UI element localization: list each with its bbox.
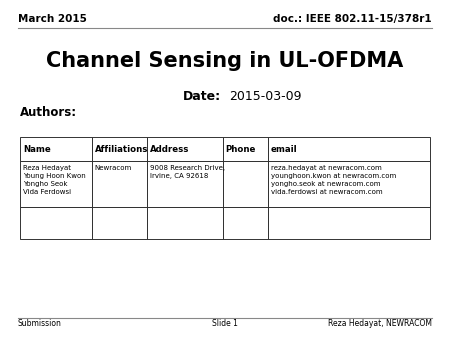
Bar (268, 161, 430, 207)
Bar (20, 137, 92, 161)
Text: reza.hedayat at newracom.com
younghoon.kwon at newracom.com
yongho.seok at newra: reza.hedayat at newracom.com younghoon.k… (271, 165, 396, 195)
Text: 9008 Research Drive,
Irvine, CA 92618: 9008 Research Drive, Irvine, CA 92618 (150, 165, 225, 179)
Bar (20, 207, 92, 239)
Text: Channel Sensing in UL-OFDMA: Channel Sensing in UL-OFDMA (46, 51, 404, 71)
Bar (92, 207, 147, 239)
Bar (92, 137, 147, 161)
Bar (268, 137, 430, 161)
Bar (92, 161, 147, 207)
Text: Authors:: Authors: (20, 106, 77, 119)
Text: Phone: Phone (225, 145, 256, 153)
Text: Reza Hedayat, NEWRACOM: Reza Hedayat, NEWRACOM (328, 319, 432, 328)
Bar (223, 161, 268, 207)
Bar (223, 207, 268, 239)
Bar (147, 207, 223, 239)
Text: Newracom: Newracom (94, 165, 132, 171)
Text: Date:: Date: (182, 90, 220, 103)
Text: Slide 1: Slide 1 (212, 319, 238, 328)
Bar (20, 161, 92, 207)
Bar (147, 161, 223, 207)
Text: Submission: Submission (18, 319, 62, 328)
Text: 2015-03-09: 2015-03-09 (230, 90, 302, 103)
Text: Affiliations: Affiliations (94, 145, 148, 153)
Text: email: email (271, 145, 297, 153)
Text: doc.: IEEE 802.11-15/378r1: doc.: IEEE 802.11-15/378r1 (274, 14, 432, 24)
Bar (268, 207, 430, 239)
Text: Reza Hedayat
Young Hoon Kwon
Yongho Seok
Vida Ferdowsi: Reza Hedayat Young Hoon Kwon Yongho Seok… (23, 165, 86, 195)
Text: March 2015: March 2015 (18, 14, 87, 24)
Text: Name: Name (23, 145, 51, 153)
Bar (223, 137, 268, 161)
Text: Address: Address (150, 145, 189, 153)
Bar (147, 137, 223, 161)
